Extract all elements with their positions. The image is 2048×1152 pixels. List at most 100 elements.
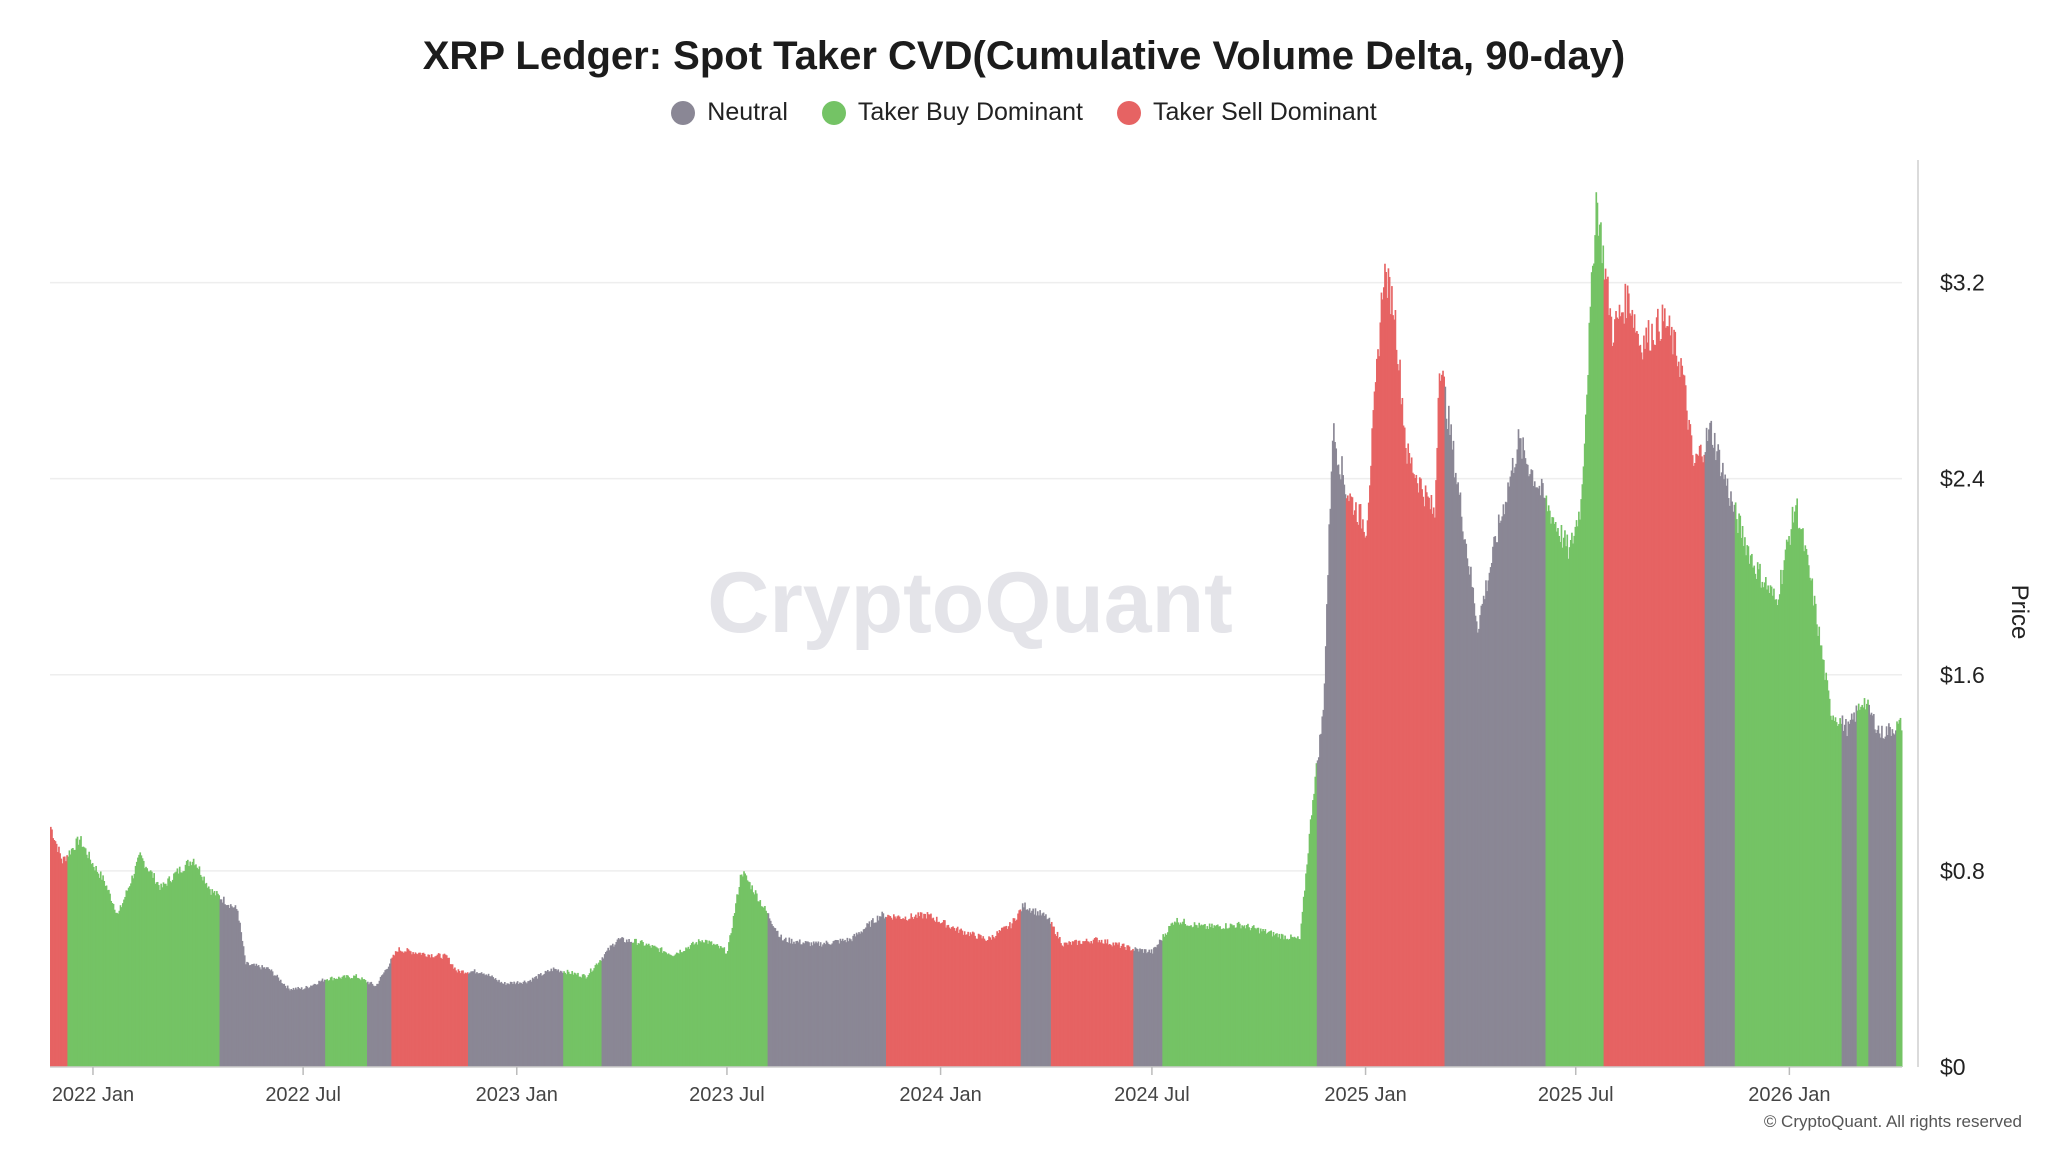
price-bar (750, 889, 752, 1067)
price-bar (517, 983, 520, 1067)
price-bar (328, 980, 331, 1067)
price-bar (1663, 308, 1666, 1067)
price-bar (1011, 923, 1014, 1067)
price-bar (805, 941, 808, 1067)
price-bar (677, 952, 679, 1067)
price-bar (552, 967, 555, 1067)
price-bar (528, 980, 531, 1067)
price-bar (1306, 864, 1308, 1067)
price-bar (1481, 603, 1484, 1067)
price-bar (1676, 366, 1679, 1067)
price-bar (1464, 539, 1466, 1067)
price-bar (682, 951, 685, 1067)
price-bar (1869, 714, 1872, 1067)
price-bar (545, 971, 548, 1067)
price-bar (1839, 718, 1841, 1067)
price-bar (1234, 927, 1237, 1067)
price-bar (505, 985, 507, 1067)
price-bar (1493, 536, 1495, 1067)
price-bar (1127, 945, 1130, 1067)
price-bar (1205, 928, 1207, 1067)
price-bar (874, 922, 877, 1067)
price-bar (480, 972, 483, 1067)
price-bar (1627, 293, 1630, 1067)
price-bar (408, 950, 411, 1067)
price-bar (520, 982, 522, 1067)
price-bar (1554, 522, 1557, 1067)
price-bar (1190, 925, 1192, 1067)
price-bar (1326, 604, 1328, 1067)
price-bar (1764, 577, 1767, 1067)
price-bar (1076, 945, 1079, 1067)
price-bar (1519, 438, 1522, 1067)
price-bar (1320, 733, 1322, 1067)
price-bar (902, 918, 904, 1067)
price-bar (659, 948, 662, 1067)
price-bar (1805, 548, 1808, 1067)
legend-label-taker-sell: Taker Sell Dominant (1152, 98, 1377, 126)
price-bar (1247, 923, 1249, 1067)
price-bar (1468, 574, 1471, 1067)
price-bar (204, 883, 207, 1067)
price-bar (605, 951, 607, 1067)
legend-item-taker-buy[interactable]: Taker Buy Dominant (821, 98, 1083, 127)
price-bar (372, 985, 375, 1067)
price-bar (1006, 928, 1009, 1067)
price-bar (1545, 495, 1548, 1067)
legend-item-neutral[interactable]: Neutral (671, 98, 788, 127)
price-bar (1739, 515, 1742, 1067)
price-bar (1499, 522, 1501, 1067)
price-bar (1119, 947, 1122, 1067)
price-bar (585, 978, 587, 1067)
price-bar (140, 855, 143, 1067)
price-bar (1218, 926, 1220, 1067)
price-bar (1184, 924, 1187, 1067)
price-bar (198, 866, 201, 1067)
price-bar (1322, 709, 1325, 1067)
price-bar (1133, 950, 1135, 1067)
price-bar (1420, 478, 1422, 1068)
price-bar (1625, 318, 1628, 1068)
price-bar (1014, 920, 1017, 1067)
price-bar (1807, 565, 1810, 1067)
price-bar (744, 873, 747, 1067)
price-bar (246, 961, 248, 1067)
price-bar (314, 984, 317, 1067)
price-bar (1872, 714, 1875, 1067)
price-bar (1141, 949, 1144, 1067)
price-bar (1025, 909, 1028, 1067)
price-bar (277, 977, 280, 1067)
price-bar (1753, 565, 1756, 1067)
price-bar (1742, 545, 1745, 1067)
price-bar (601, 957, 604, 1067)
price-bar (1279, 938, 1282, 1067)
price-bar (502, 983, 505, 1067)
price-bar (600, 960, 603, 1067)
price-bar (1111, 946, 1113, 1067)
price-bar (636, 944, 639, 1067)
price-bar (330, 976, 333, 1067)
legend-item-taker-sell[interactable]: Taker Sell Dominant (1116, 98, 1377, 127)
price-bar (575, 974, 578, 1067)
price-bar (272, 975, 275, 1067)
price-bar (1888, 723, 1890, 1067)
price-bar (736, 894, 738, 1067)
price-bar (784, 937, 787, 1067)
price-bar (1826, 680, 1829, 1067)
price-bar (1060, 943, 1062, 1067)
price-bar (831, 943, 834, 1067)
price-bar (1651, 323, 1653, 1067)
price-bar (404, 951, 406, 1067)
price-bar (692, 941, 694, 1067)
price-bar (1674, 331, 1677, 1067)
price-bar (746, 880, 749, 1067)
price-bar (592, 970, 594, 1067)
price-bar (599, 960, 601, 1067)
price-bar (863, 928, 866, 1067)
price-bar (1321, 716, 1324, 1067)
price-bar (1369, 485, 1371, 1068)
price-bar (275, 976, 277, 1067)
price-bar (1452, 440, 1455, 1067)
price-bar (762, 907, 765, 1067)
price-bar (1662, 321, 1665, 1067)
